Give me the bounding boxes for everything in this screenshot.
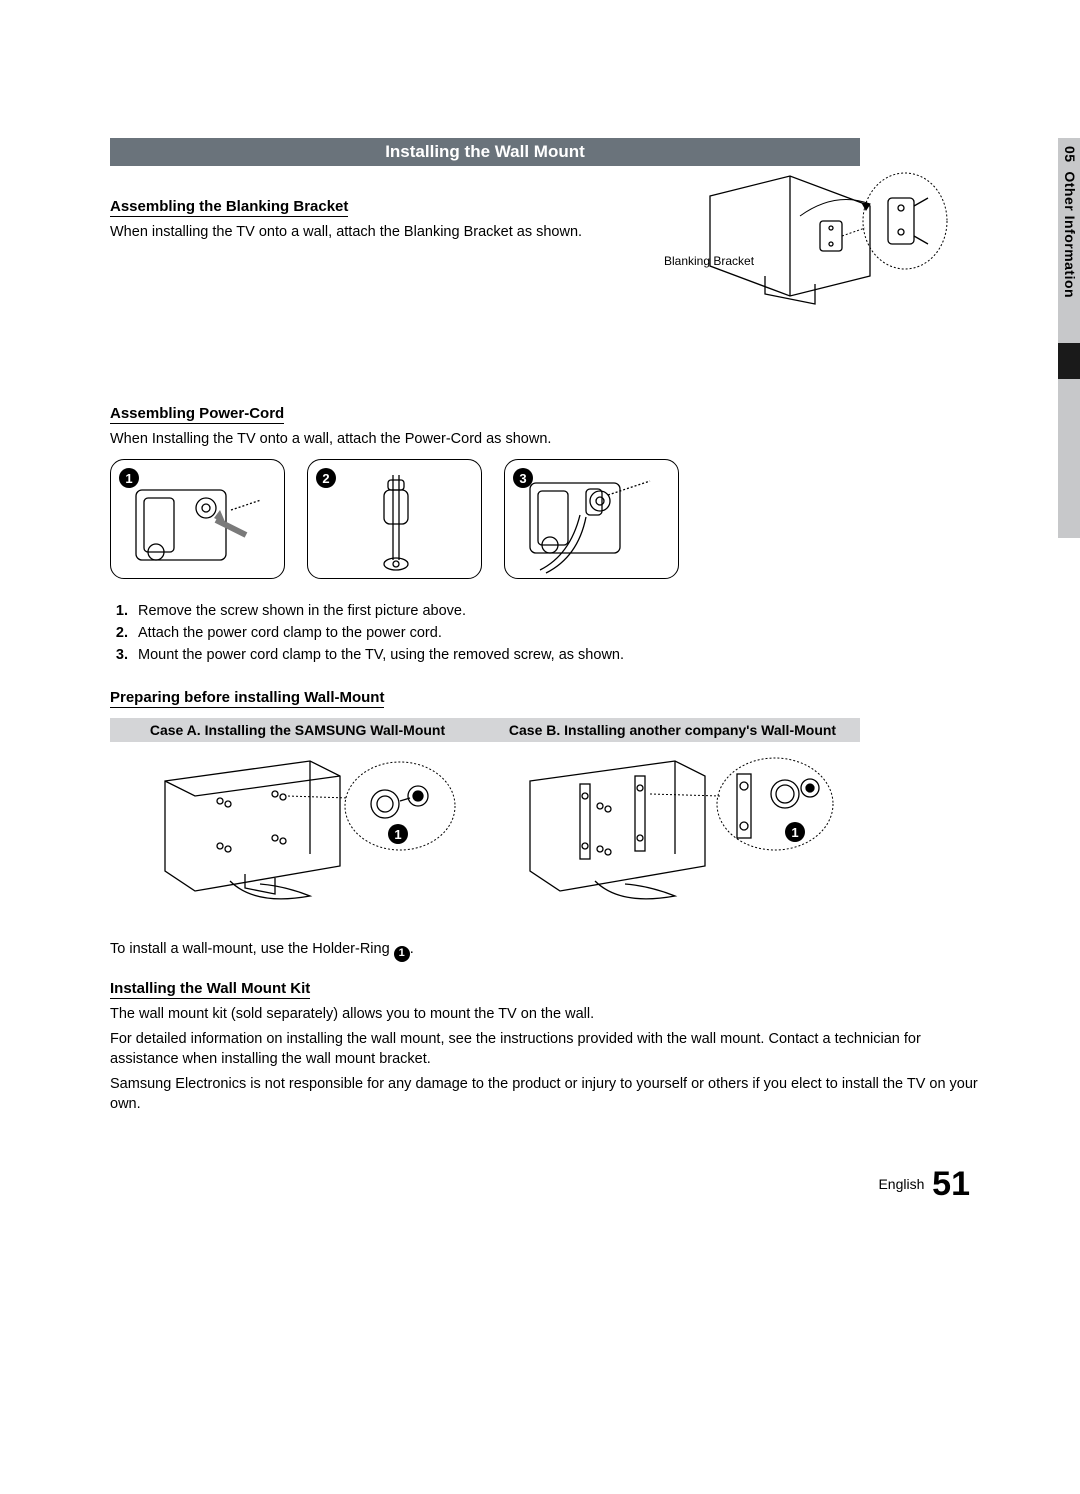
footer-page: 51 [932,1165,970,1203]
step-badge-3: 3 [513,468,533,488]
case-figures: 1 [110,746,860,916]
page-content: Installing the Wall Mount Assembling the… [110,138,990,1114]
holder-ring-text: To install a wall-mount, use the Holder-… [110,940,990,961]
heading-blanking: Assembling the Blanking Bracket [110,198,348,217]
step-badge-2: 2 [316,468,336,488]
heading-prepare: Preparing before installing Wall-Mount [110,689,384,708]
label-blanking-bracket: Blanking Bracket [664,254,754,268]
holder-text-pre: To install a wall-mount, use the Holder-… [110,941,394,957]
power-cord-figures: 1 2 [110,459,990,579]
blanking-bracket-diagram [670,166,950,306]
section-title: Installing the Wall Mount [110,138,860,166]
case-a-diagram [110,746,485,916]
footer-lang: English [878,1176,924,1192]
power-step-2: 2 [307,459,482,579]
step-badge-1: 1 [119,468,139,488]
holder-ring-badge-a: 1 [388,824,408,844]
case-a-figure: 1 [110,746,485,916]
step-1: Remove the screw shown in the first pict… [132,603,990,619]
page-footer: English 51 [878,1165,970,1204]
case-b-head: Case B. Installing another company's Wal… [485,718,860,742]
chapter-title: Other Information [1062,171,1078,298]
heading-power: Assembling Power-Cord [110,405,284,424]
sidebar-dark-marker [1058,343,1080,379]
step-3: Mount the power cord clamp to the TV, us… [132,647,990,663]
holder-ring-badge-b: 1 [785,822,805,842]
case-header-row: Case A. Installing the SAMSUNG Wall-Moun… [110,718,860,742]
kit-p1: The wall mount kit (sold separately) all… [110,1005,990,1025]
sidebar-label: 05 Other Information [1062,146,1078,298]
holder-text-post: . [410,941,414,957]
power-step-1: 1 [110,459,285,579]
power-step-3: 3 [504,459,679,579]
kit-p3: Samsung Electronics is not responsible f… [110,1075,990,1114]
figure-blanking-bracket: Blanking Bracket [670,166,950,306]
holder-ring-inline-badge: 1 [394,946,410,962]
case-b-figure: 1 [485,746,860,916]
chapter-number: 05 [1062,146,1078,163]
chapter-sidebar: 05 Other Information [1050,138,1080,688]
kit-p2: For detailed information on installing t… [110,1030,990,1069]
case-a-head: Case A. Installing the SAMSUNG Wall-Moun… [110,718,485,742]
power-steps-list: Remove the screw shown in the first pict… [110,603,990,663]
heading-kit: Installing the Wall Mount Kit [110,980,310,999]
step-2: Attach the power cord clamp to the power… [132,625,990,641]
text-power: When Installing the TV onto a wall, atta… [110,430,990,450]
